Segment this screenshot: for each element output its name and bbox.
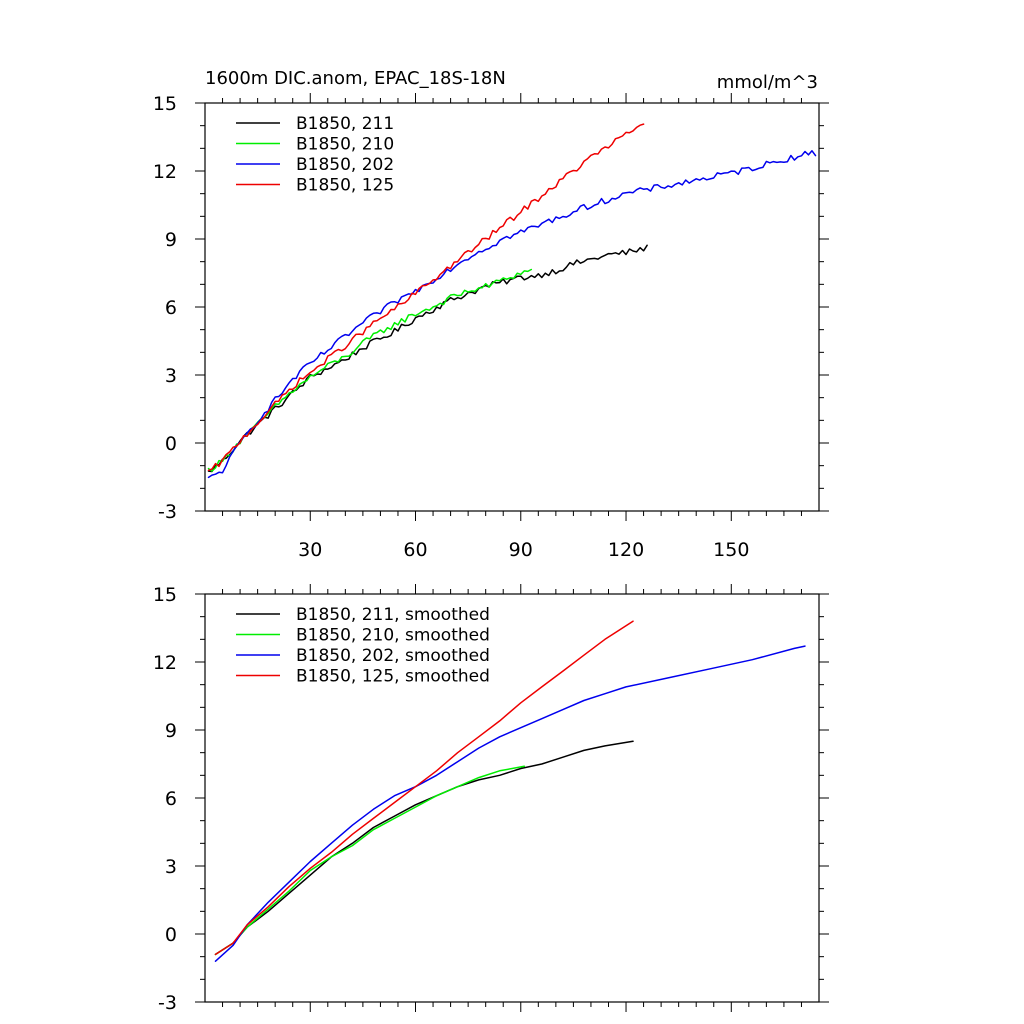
x-tick-label: 30 (298, 539, 322, 561)
x-tick-label: 120 (608, 539, 644, 561)
legend-label: B1850, 125, smoothed (296, 667, 490, 687)
y-tick-label: 12 (153, 161, 177, 183)
y-tick-label: 6 (165, 788, 177, 810)
legend-label: B1850, 211 (296, 114, 394, 134)
x-tick-label: 60 (403, 539, 427, 561)
legend-label: B1850, 210 (296, 135, 394, 155)
y-tick-label: 0 (165, 924, 177, 946)
y-tick-label: 3 (165, 365, 177, 387)
series-line (214, 740, 634, 956)
axis-ticks (195, 93, 829, 521)
y-tick-label: -3 (158, 501, 177, 523)
series-line (214, 765, 526, 956)
series-line (207, 244, 648, 473)
series-line (207, 123, 645, 472)
series-line (207, 268, 533, 472)
units-label: mmol/m^3 (717, 72, 818, 93)
y-tick-label: 9 (165, 229, 177, 251)
y-tick-label: 6 (165, 297, 177, 319)
y-tick-label: 15 (153, 93, 177, 115)
y-tick-label: 9 (165, 720, 177, 742)
top-panel: 1600m DIC.anom, EPAC_18S-18N mmol/m^3 -3… (153, 68, 829, 561)
y-tick-label: 0 (165, 433, 177, 455)
y-tick-label: 12 (153, 652, 177, 674)
legend-label: B1850, 125 (296, 176, 394, 196)
series-lines (214, 620, 806, 962)
chart-title: 1600m DIC.anom, EPAC_18S-18N (205, 68, 506, 89)
axis-tick-labels: -3 0 3 6 9 12 15 30 60 90 120 150 (153, 93, 750, 561)
series-line (214, 645, 806, 962)
y-tick-label: 3 (165, 856, 177, 878)
axis-tick-labels: -3 0 3 6 9 12 15 (153, 584, 177, 1014)
legend-label: B1850, 202 (296, 155, 394, 175)
x-tick-label: 90 (509, 539, 533, 561)
y-tick-label: 15 (153, 584, 177, 606)
axis-ticks (195, 584, 829, 1012)
series-line (207, 150, 817, 479)
legend-label: B1850, 202, smoothed (296, 646, 490, 666)
legend-label: B1850, 210, smoothed (296, 626, 490, 646)
series-lines (207, 123, 817, 479)
x-tick-label: 150 (713, 539, 749, 561)
y-tick-label: -3 (158, 992, 177, 1014)
legend-label: B1850, 211, smoothed (296, 605, 490, 625)
series-line (214, 620, 634, 956)
